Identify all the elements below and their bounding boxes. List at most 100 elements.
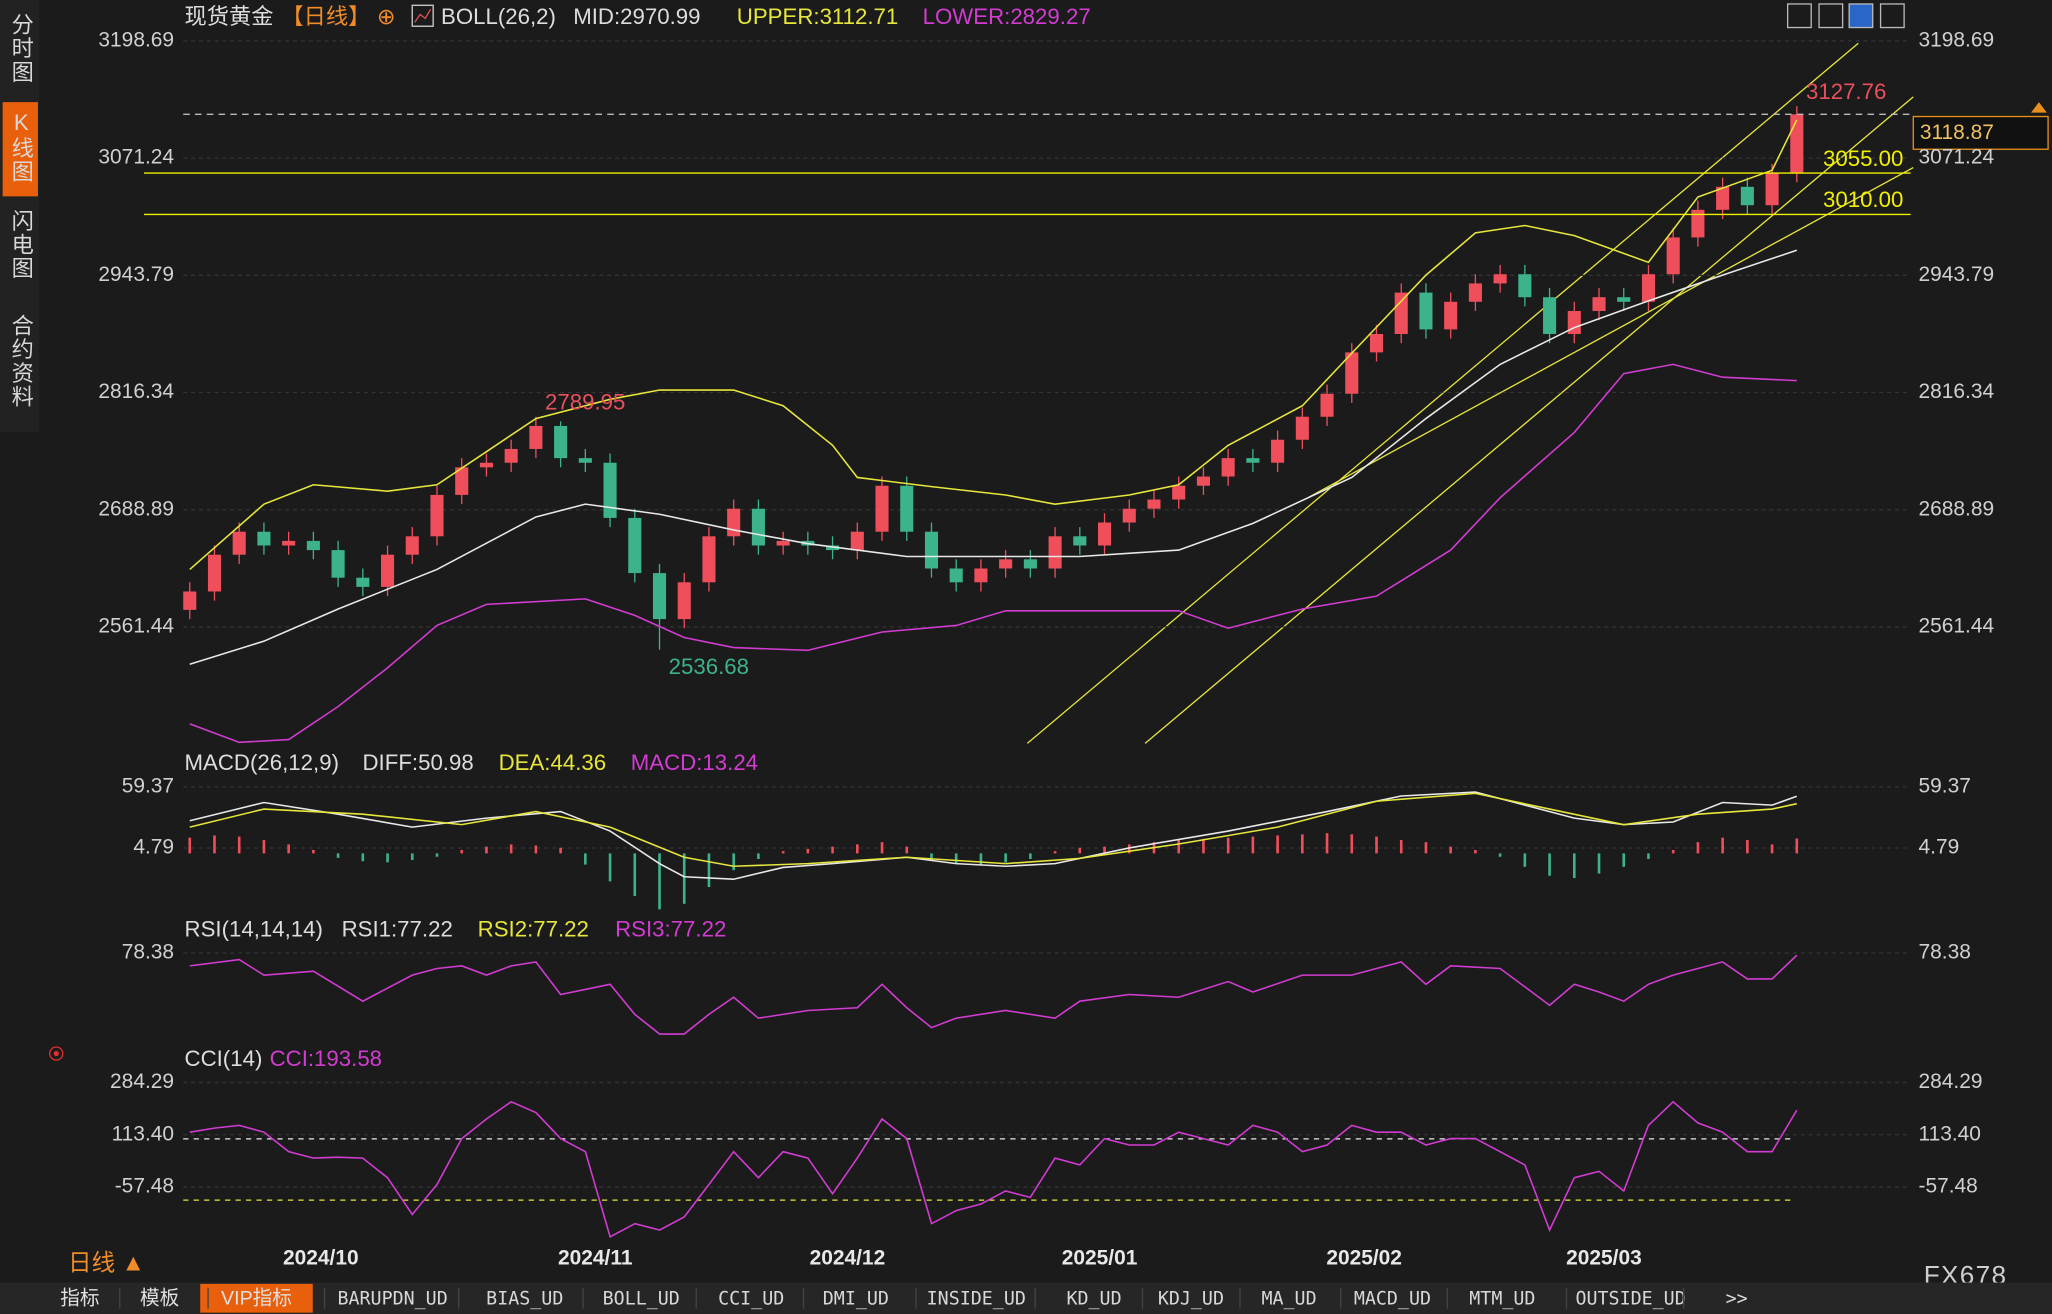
candle-body — [529, 425, 543, 449]
toolbar-button[interactable] — [1818, 3, 1844, 29]
candle-body — [1369, 333, 1384, 353]
candle-body — [1617, 297, 1631, 302]
candle-body — [999, 559, 1013, 569]
legend-item: MACD(26,12,9) — [185, 750, 339, 775]
candle-body — [628, 517, 642, 574]
footer-tab[interactable]: OUTSIDE_UD — [1575, 1289, 1685, 1310]
series-line — [189, 119, 1798, 571]
footer-tab[interactable]: CCI_UD — [718, 1289, 784, 1310]
legend-item: MID:2970.99 — [573, 4, 700, 29]
toolbar-button[interactable] — [1879, 3, 1905, 29]
candle-body — [479, 462, 493, 468]
candle-body — [1740, 186, 1754, 206]
x-tick-label: 2024/11 — [558, 1247, 633, 1270]
extreme-label: 3127.76 — [1806, 79, 1886, 104]
footer-tabs: 指标 模板 VIP指标 BARUPDN_UD BIAS_UD BOLL_UD CCI_UD D… — [60, 1288, 1747, 1310]
candle-body — [1097, 522, 1112, 546]
y-tick-label: 59.37 — [1919, 774, 1971, 797]
candle-body — [207, 554, 222, 592]
indicator-icon-line — [414, 8, 432, 23]
footer-tab[interactable]: 指标 — [60, 1288, 99, 1310]
indicator-icon[interactable] — [411, 4, 434, 27]
x-tick-label: 2025/01 — [1062, 1247, 1138, 1270]
last-price: 3118.87 — [1920, 121, 1994, 144]
candle-body — [776, 540, 790, 546]
level-label: 3010.00 — [1823, 187, 1903, 212]
candle-body — [578, 458, 592, 463]
footer-tab[interactable]: VIP指标 — [221, 1288, 292, 1310]
footer-tab[interactable]: 模板 — [140, 1288, 179, 1310]
candle-body — [974, 568, 988, 583]
candle-body — [603, 462, 617, 518]
candle-body — [1221, 458, 1235, 477]
trend-line — [1308, 166, 1914, 498]
candle-body — [1419, 292, 1433, 330]
candle-body — [257, 531, 271, 546]
candle-body — [677, 582, 691, 620]
y-tick-label: 113.40 — [112, 1122, 174, 1145]
y-tick-label: -57.48 — [1919, 1175, 1978, 1198]
candle-body — [1122, 508, 1136, 523]
candle-body — [1320, 393, 1334, 417]
y-tick-label: 59.37 — [122, 774, 174, 797]
y-tick-label: 4.79 — [133, 836, 174, 859]
candle-body — [306, 540, 320, 551]
footer-tab[interactable]: MA_UD — [1261, 1289, 1316, 1310]
candle-body — [405, 536, 419, 555]
footer-tab[interactable]: KDJ_UD — [1158, 1289, 1224, 1310]
candle-body — [727, 508, 741, 537]
candle-body — [282, 540, 296, 546]
footer-tab[interactable]: BIAS_UD — [486, 1289, 563, 1310]
legend-item: CCI:193.58 — [270, 1046, 382, 1071]
candle-body — [1246, 458, 1260, 463]
price-box — [1912, 115, 2049, 150]
candle-body — [183, 591, 197, 610]
tab[interactable]: 分时图 — [9, 13, 34, 84]
footer-tab[interactable]: INSIDE_UD — [927, 1289, 1026, 1310]
y-tick-label: 2943.79 — [1919, 263, 1995, 286]
y-tick-label: 2816.34 — [1919, 380, 1995, 403]
trend-line — [1144, 96, 1914, 744]
candle-body — [455, 467, 469, 495]
tab[interactable]: 闪电图 — [9, 209, 34, 280]
toolbar-button[interactable] — [1848, 3, 1874, 29]
y-tick-label: 284.29 — [110, 1070, 174, 1093]
footer-tab[interactable]: MACD_UD — [1354, 1289, 1431, 1310]
candle-body — [504, 448, 518, 463]
series-line — [189, 249, 1798, 665]
tab[interactable]: K线图 — [9, 110, 34, 183]
legend-item: DEA:44.36 — [499, 750, 607, 775]
y-tick-label: 3071.24 — [98, 146, 174, 169]
series-line — [189, 792, 1797, 868]
candle-body — [430, 494, 444, 537]
candle-body — [924, 531, 939, 569]
x-tick-label: 2025/03 — [1566, 1247, 1642, 1270]
toolbar-button[interactable] — [1786, 3, 1812, 29]
settings-icon[interactable] — [49, 1046, 64, 1061]
y-tick-label: 78.38 — [1919, 941, 1971, 964]
footer-tab[interactable]: BOLL_UD — [603, 1289, 680, 1310]
candle-body — [1196, 476, 1210, 486]
candle-body — [900, 485, 914, 532]
candle-body — [949, 568, 963, 583]
footer-tab[interactable]: >> — [1726, 1289, 1748, 1310]
footer-tab[interactable]: KD_UD — [1066, 1289, 1121, 1310]
y-tick-label: 3071.24 — [1919, 146, 1995, 169]
candle-body — [1468, 283, 1482, 302]
candle-body — [875, 485, 889, 532]
candle-body — [1567, 310, 1581, 334]
settings-icon-dot — [53, 1050, 59, 1057]
period[interactable]: 日线 ▲ — [68, 1249, 145, 1275]
footer-tab[interactable]: DMI_UD — [823, 1289, 889, 1310]
candle-body — [1592, 297, 1606, 311]
y-tick-label: 284.29 — [1919, 1070, 1983, 1093]
legend-item: DIFF:50.98 — [363, 750, 474, 775]
y-tick-label: 2816.34 — [98, 380, 174, 403]
candle-body — [850, 531, 864, 551]
legend-item: MACD:13.24 — [631, 750, 758, 775]
tab[interactable]: 合约资料 — [9, 314, 34, 409]
candle-body — [1345, 352, 1359, 394]
footer-tab[interactable]: BARUPDN_UD — [337, 1289, 447, 1310]
footer-tab[interactable]: MTM_UD — [1469, 1289, 1535, 1310]
